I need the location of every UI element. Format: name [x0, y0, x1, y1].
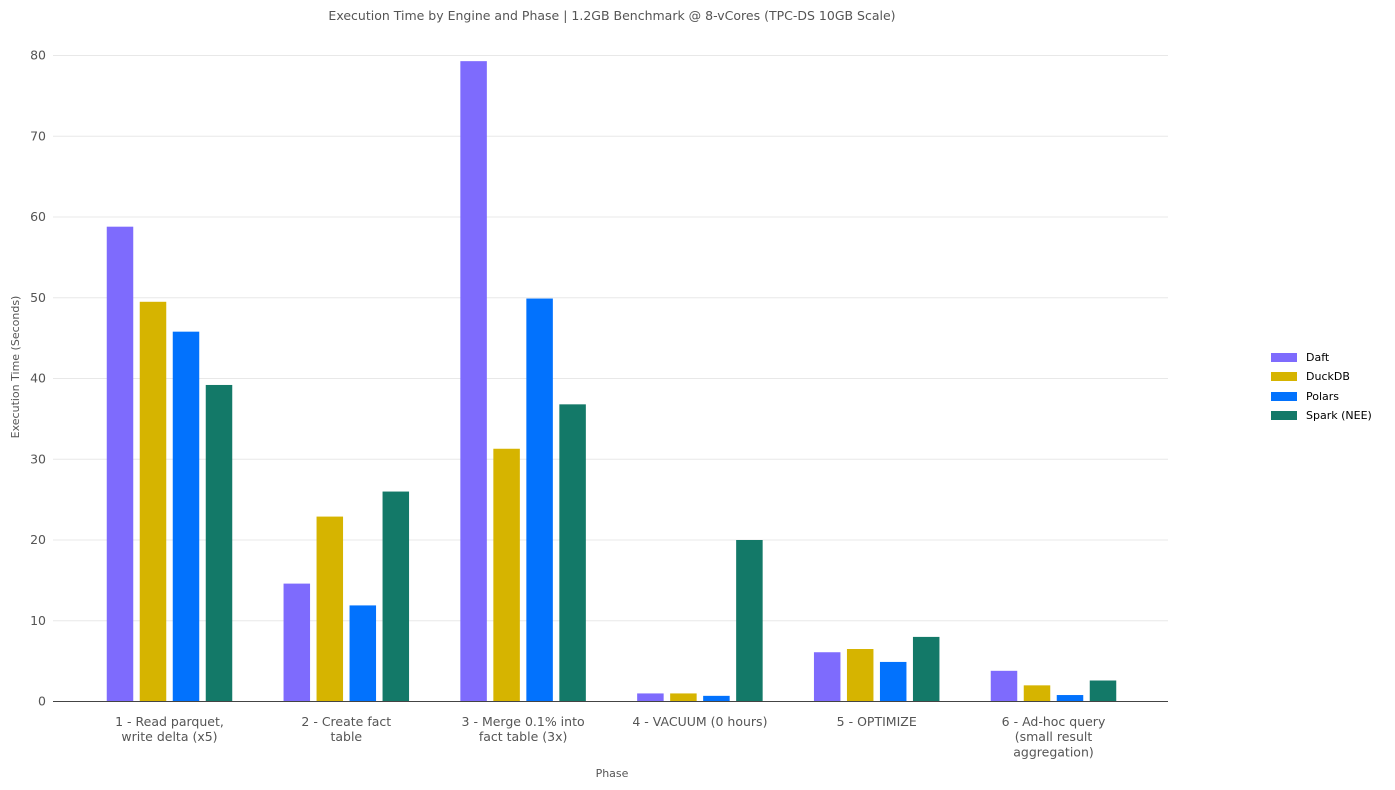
- y-tick-label: 10: [30, 613, 46, 628]
- x-tick-label: 3 - Merge 0.1% into fact table (3x): [462, 714, 585, 744]
- bars: [106, 61, 1117, 702]
- x-axis: 1 - Read parquet, write delta (x5) 2 - Cre…: [115, 714, 1106, 759]
- bar-daft-4-vacuum-0-h: [637, 693, 664, 702]
- bar-polars-4-vacuum-0-h: [703, 695, 730, 702]
- legend-swatch: [1271, 391, 1297, 401]
- bar-duckdb-4-vacuum-0-h: [670, 693, 697, 702]
- bar-spark-nee-2-create-fac: [382, 491, 410, 702]
- x-tick-label: 5 - OPTIMIZE: [837, 714, 917, 729]
- bar-polars-1-read-parqu: [172, 331, 200, 702]
- bar-daft-3-merge-0-1-: [460, 61, 487, 702]
- x-tick-label: 1 - Read parquet, write delta (x5): [115, 714, 224, 744]
- legend-swatch: [1271, 411, 1297, 421]
- bar-duckdb-3-merge-0-1-: [493, 448, 520, 702]
- legend-swatch: [1271, 353, 1297, 363]
- legend-label: DuckDB: [1306, 370, 1350, 384]
- y-tick-label: 0: [38, 694, 46, 709]
- legend-item: Polars: [1271, 387, 1372, 406]
- bar-daft-2-create-fac: [283, 583, 311, 702]
- bar-duckdb-5-optimize: [846, 649, 874, 702]
- bar-polars-5-optimize: [879, 661, 907, 702]
- bar-daft-1-read-parqu: [106, 226, 134, 702]
- x-tick-label: 4 - VACUUM (0 hours): [632, 714, 767, 729]
- legend-label: Spark (NEE): [1306, 409, 1372, 423]
- bar-spark-nee-5-optimize: [912, 636, 940, 702]
- y-tick-label: 40: [30, 371, 46, 386]
- y-tick-label: 80: [30, 48, 46, 63]
- y-tick-label: 60: [30, 209, 46, 224]
- x-axis-label: Phase: [596, 767, 629, 780]
- bar-polars-3-merge-0-1-: [526, 298, 553, 702]
- legend-label: Daft: [1306, 351, 1330, 365]
- bar-polars-6-ad-hoc-que: [1056, 695, 1084, 702]
- legend-label: Polars: [1306, 389, 1340, 403]
- bar-spark-nee-6-ad-hoc-que: [1089, 680, 1117, 702]
- gridlines: [53, 55, 1168, 622]
- bar-duckdb-2-create-fac: [316, 516, 344, 702]
- bar-polars-2-create-fac: [349, 605, 377, 702]
- bar-spark-nee-1-read-parqu: [205, 384, 233, 702]
- y-axis-label: Execution Time (Seconds): [9, 296, 22, 439]
- y-tick-label: 30: [30, 451, 46, 466]
- x-tick-label: 6 - Ad-hoc query (small result aggregation…: [1002, 714, 1106, 759]
- legend-item: DuckDB: [1271, 367, 1372, 386]
- bar-spark-nee-4-vacuum-0-h: [736, 540, 763, 702]
- legend-item: Spark (NEE): [1271, 406, 1372, 425]
- bar-daft-6-ad-hoc-que: [990, 670, 1018, 702]
- chart-title: Execution Time by Engine and Phase | 1.2…: [328, 8, 895, 23]
- y-tick-label: 70: [30, 128, 46, 143]
- y-tick-label: 20: [30, 532, 46, 547]
- legend-item: Daft: [1271, 348, 1372, 367]
- x-tick-label: 2 - Create fact table: [301, 714, 391, 744]
- legend: Daft DuckDB Polars Spark (NEE): [1271, 348, 1372, 425]
- bar-daft-5-optimize: [813, 652, 841, 702]
- legend-swatch: [1271, 372, 1297, 382]
- y-axis: 0 10 20 30 40 50 60 70 80: [30, 48, 46, 709]
- bar-duckdb-1-read-parqu: [139, 301, 167, 702]
- bar-spark-nee-3-merge-0-1-: [559, 404, 586, 702]
- y-tick-label: 50: [30, 290, 46, 305]
- bar-duckdb-6-ad-hoc-que: [1023, 685, 1051, 702]
